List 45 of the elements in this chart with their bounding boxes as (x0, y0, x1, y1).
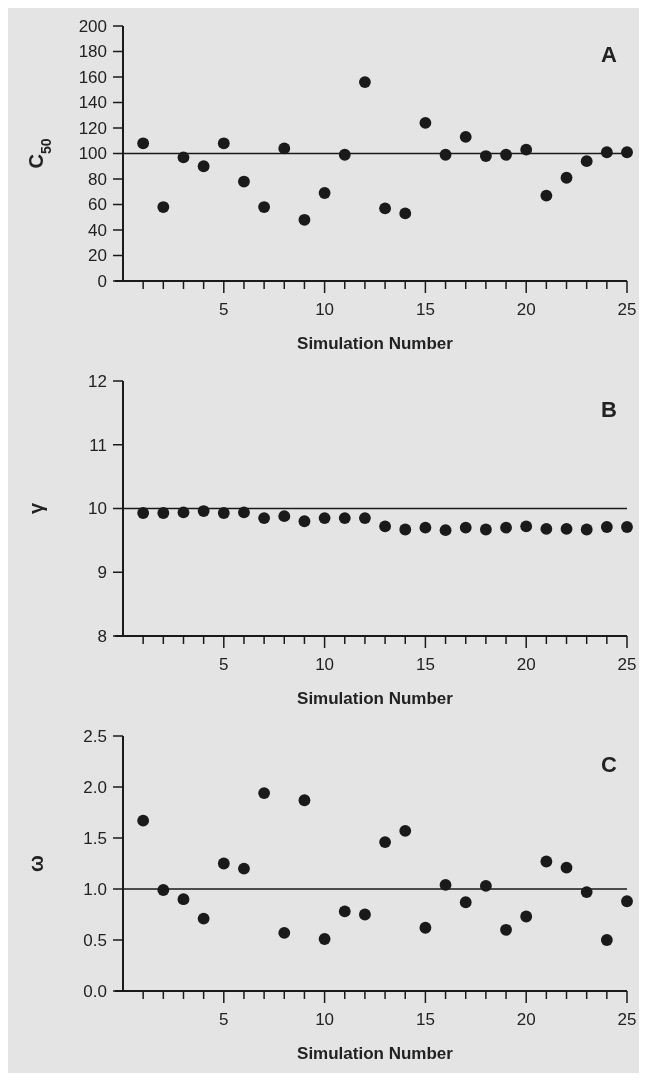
x-tick-label: 5 (219, 300, 229, 319)
y-tick-label: 40 (88, 220, 107, 240)
y-tick-label: 180 (78, 42, 107, 62)
y-tick-label: 0.0 (83, 981, 107, 1001)
annotation: B (601, 397, 617, 422)
y-tick-label: 80 (88, 169, 107, 189)
y-tick-label: 20 (88, 246, 107, 266)
x-tick-label: 10 (315, 300, 335, 319)
y-tick-label: 2.5 (83, 726, 107, 746)
x-tick-label: 20 (516, 655, 536, 674)
x-axis-title: Simulation Number (297, 1044, 454, 1063)
y-tick-label: 10 (88, 499, 107, 519)
x-tick-label: 15 (415, 655, 435, 674)
x-tick-label: 25 (617, 300, 637, 319)
x-axis-title: Simulation Number (297, 689, 454, 708)
x-tick-label: 20 (516, 1010, 536, 1029)
y-tick-label: 2.0 (83, 777, 107, 797)
y-tick-label: 9 (97, 563, 107, 583)
x-tick-label: 15 (415, 300, 435, 319)
x-tick-label: 5 (219, 655, 229, 674)
x-tick-label: 5 (219, 1010, 229, 1029)
y-axis-title: ω (25, 854, 47, 872)
y-tick-label: 60 (88, 195, 107, 215)
y-tick-label: 8 (97, 626, 107, 646)
y-tick-label: 11 (89, 435, 107, 455)
y-tick-label: 0.5 (83, 930, 107, 950)
x-tick-label: 25 (617, 1010, 637, 1029)
y-tick-label: 200 (78, 16, 107, 36)
y-tick-label: 140 (78, 93, 107, 113)
y-tick-label: 0 (97, 271, 107, 291)
y-tick-label: 100 (78, 144, 107, 164)
annotation: A (601, 42, 618, 67)
annotation: C (601, 752, 618, 777)
x-tick-label: 20 (516, 300, 536, 319)
x-tick-label: 10 (315, 655, 335, 674)
y-axis-title: γ (25, 502, 47, 515)
x-tick-label: 25 (617, 655, 637, 674)
x-tick-label: 15 (415, 1010, 435, 1029)
y-tick-label: 160 (78, 67, 107, 87)
y-tick-label: 12 (88, 371, 107, 391)
y-tick-label: 1.0 (83, 879, 107, 899)
y-tick-label: 120 (78, 118, 107, 138)
x-tick-label: 10 (315, 1010, 335, 1029)
x-axis-title: Simulation Number (297, 334, 454, 353)
y-tick-label: 1.5 (83, 828, 107, 848)
